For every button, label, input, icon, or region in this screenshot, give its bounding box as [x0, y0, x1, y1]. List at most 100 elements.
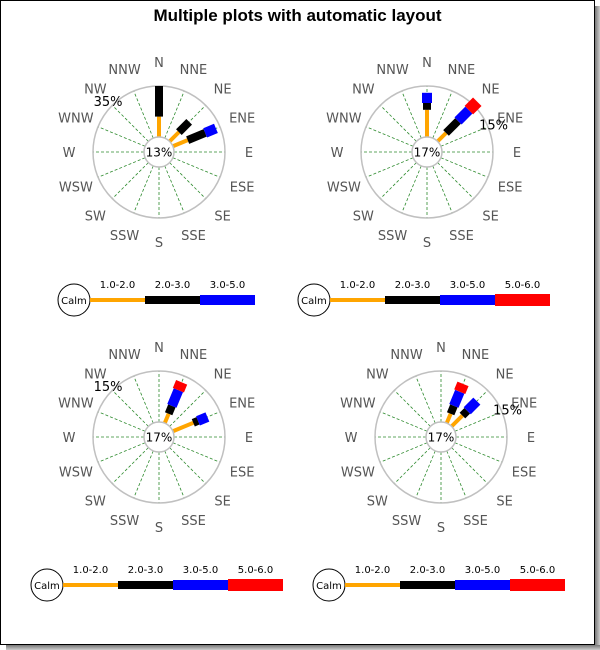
direction-label-e: E	[527, 431, 535, 446]
direction-label-ne: NE	[482, 82, 500, 97]
grid-line	[365, 126, 414, 147]
direction-label-ene: ENE	[497, 112, 523, 127]
direction-label-sw: SW	[85, 210, 106, 225]
bar-segment-ene	[172, 420, 195, 434]
legend-band-label: 2.0-3.0	[410, 565, 445, 576]
direction-label-se: SE	[496, 495, 512, 510]
legend-band-label: 3.0-5.0	[450, 280, 485, 291]
bar-segment-ne	[454, 106, 473, 125]
calm-percentage: 17%	[414, 146, 441, 160]
grid-line	[440, 157, 489, 178]
legend-1: Calm 1.0-2.0 2.0-3.0 3.0-5.0	[57, 280, 255, 317]
legend-3: Calm 1.0-2.0 2.0-3.0 3.0-5.0 5.0-6.0	[30, 565, 283, 602]
direction-label-ssw: SSW	[378, 229, 408, 244]
legend-calm-label: Calm	[34, 581, 60, 592]
grid-line	[401, 165, 422, 214]
calm-circle	[411, 136, 443, 168]
direction-label-s: S	[437, 521, 445, 536]
grid-line	[454, 411, 503, 432]
direction-label-nne: NNE	[448, 63, 476, 78]
legend-band-label: 3.0-5.0	[183, 565, 218, 576]
bar-segment-nne	[162, 412, 171, 424]
grid-line	[432, 165, 453, 214]
direction-label-s: S	[155, 236, 163, 251]
legend-band-label: 1.0-2.0	[340, 280, 375, 291]
calm-percentage: 17%	[428, 431, 455, 445]
direction-label-ene: ENE	[511, 397, 537, 412]
direction-label-nne: NNE	[180, 63, 208, 78]
direction-label-ese: ESE	[230, 465, 255, 480]
bar-segment-ene	[172, 138, 189, 149]
direction-label-s: S	[423, 236, 431, 251]
direction-label-ene: ENE	[229, 112, 255, 127]
direction-label-ese: ESE	[230, 180, 255, 195]
direction-label-se: SE	[214, 495, 230, 510]
direction-label-sse: SSE	[463, 514, 488, 529]
grid-line	[379, 442, 428, 463]
grid-line	[97, 157, 146, 178]
direction-label-nnw: NNW	[108, 63, 140, 78]
direction-label-n: N	[422, 56, 432, 71]
calm-percentage: 17%	[146, 431, 173, 445]
chart-title: Multiple plots with automatic layout	[153, 6, 442, 25]
direction-label-sse: SSE	[181, 514, 206, 529]
direction-label-w: W	[345, 431, 358, 446]
grid-line	[451, 447, 488, 484]
grid-line	[380, 162, 417, 199]
direction-label-nw: NW	[84, 82, 107, 97]
legend-calm-label: Calm	[301, 296, 327, 307]
grid-line	[454, 442, 503, 463]
grid-line	[394, 390, 431, 427]
direction-label-sse: SSE	[449, 229, 474, 244]
legend-band-label: 2.0-3.0	[155, 280, 190, 291]
grid-line	[112, 390, 149, 427]
direction-label-nnw: NNW	[376, 63, 408, 78]
bar-segment-nne	[164, 404, 176, 416]
bar-segment-ne	[450, 414, 464, 428]
grid-line	[380, 105, 417, 142]
grid-line	[169, 162, 206, 199]
grid-line	[164, 165, 185, 214]
outer-circle	[374, 370, 508, 504]
bar-segment-nne	[444, 412, 453, 424]
direction-label-wnw: WNW	[58, 397, 94, 412]
grid-line	[172, 157, 221, 178]
grid-line	[415, 450, 436, 499]
legend-band-label: 5.0-6.0	[505, 280, 540, 291]
window-shadow-right	[595, 6, 600, 650]
direction-label-ssw: SSW	[392, 514, 422, 529]
direction-label-nw: NW	[84, 367, 107, 382]
direction-label-n: N	[436, 341, 446, 356]
direction-label-n: N	[154, 341, 164, 356]
legend-2: Calm 1.0-2.0 2.0-3.0 3.0-5.0 5.0-6.0	[297, 280, 550, 317]
grid-line	[169, 447, 206, 484]
grid-line	[169, 390, 206, 427]
bar-segment-ene	[196, 412, 210, 426]
bar-segment-ne	[463, 397, 481, 415]
legend-band-label: 2.0-3.0	[128, 565, 163, 576]
grid-line	[97, 126, 146, 147]
direction-label-nne: NNE	[462, 348, 490, 363]
direction-label-ese: ESE	[498, 180, 523, 195]
grid-line	[172, 442, 221, 463]
direction-label-e: E	[245, 146, 253, 161]
direction-label-w: W	[331, 146, 344, 161]
direction-label-wnw: WNW	[340, 397, 376, 412]
bar-segment-ne	[443, 118, 461, 136]
range-max-label: 15%	[94, 380, 123, 395]
legend-band-label: 3.0-5.0	[210, 280, 245, 291]
legend-band-label: 1.0-2.0	[73, 565, 108, 576]
bar-segment-nne	[454, 381, 469, 395]
range-max-label: 15%	[493, 403, 522, 418]
grid-line	[112, 447, 149, 484]
direction-label-e: E	[245, 431, 253, 446]
direction-label-nnw: NNW	[390, 348, 422, 363]
direction-label-nw: NW	[352, 82, 375, 97]
bar-segment-ne	[464, 97, 482, 115]
grid-line	[133, 90, 154, 139]
